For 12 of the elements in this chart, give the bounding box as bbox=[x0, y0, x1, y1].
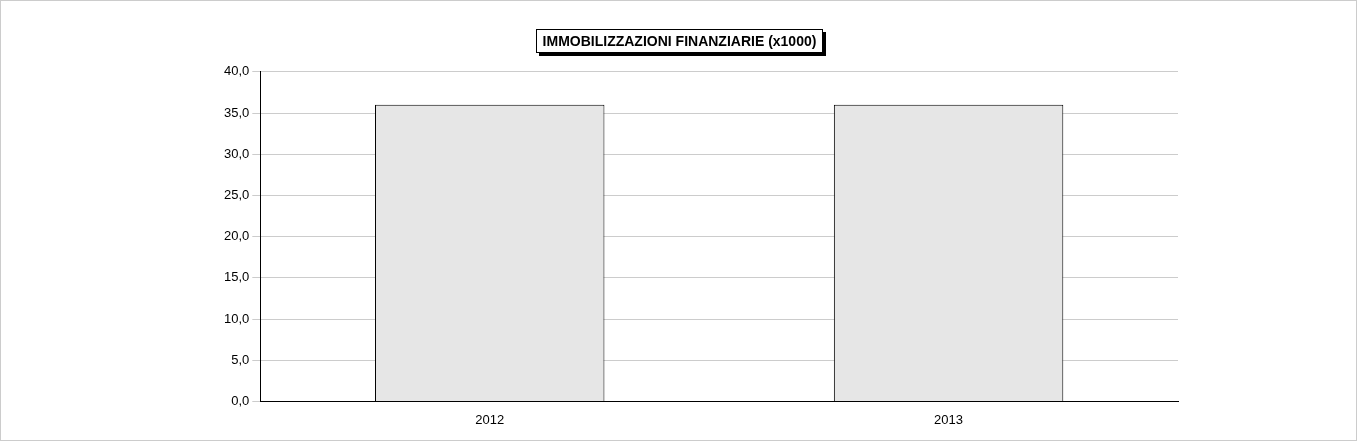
x-tick-label: 2012 bbox=[475, 411, 505, 427]
chart-title: IMMOBILIZZAZIONI FINANZIARIE (x1000) bbox=[535, 29, 824, 53]
y-tick-label: 15,0 bbox=[223, 269, 250, 285]
y-tick-label: 10,0 bbox=[223, 310, 250, 326]
y-tick-label: 20,0 bbox=[223, 228, 250, 244]
y-tick-label: 40,0 bbox=[223, 63, 250, 79]
y-tick-label: 25,0 bbox=[223, 186, 250, 202]
y-tick-label: 0,0 bbox=[231, 392, 250, 408]
x-tick-label: 2013 bbox=[934, 411, 964, 427]
y-tick-label: 35,0 bbox=[223, 104, 250, 120]
y-tick-label: 30,0 bbox=[223, 145, 250, 161]
y-tick-label: 5,0 bbox=[231, 351, 250, 367]
